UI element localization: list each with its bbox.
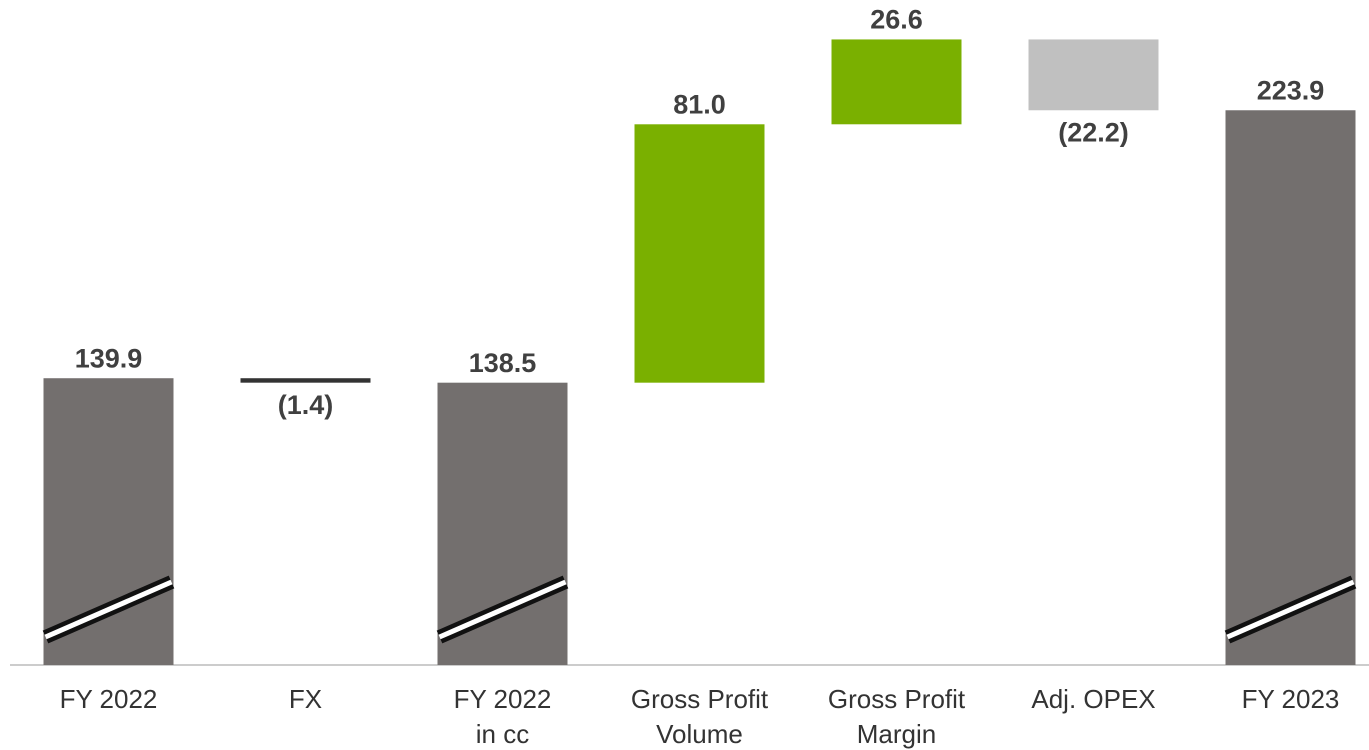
bar [831,39,962,125]
value-label: 138.5 [469,348,537,378]
x-tick-label: FY 2022 [454,684,552,714]
axis-break [438,579,567,640]
x-tick-label: Gross Profit [828,684,966,714]
axis-break [44,579,173,640]
value-label: 223.9 [1257,75,1325,105]
x-tick-label: Gross Profit [631,684,769,714]
value-label: 26.6 [870,5,923,35]
bar [1225,110,1356,665]
x-tick-label: Margin [857,719,936,749]
value-label: (22.2) [1058,117,1129,147]
bar [1028,39,1159,111]
value-label: 139.9 [75,343,143,373]
x-tick-label: FY 2023 [1242,684,1340,714]
x-tick-label: in cc [476,719,529,749]
bar [43,378,174,665]
bar [634,124,765,383]
value-label: 81.0 [673,89,726,119]
x-tick-label: FX [289,684,322,714]
x-tick-label: Adj. OPEX [1031,684,1155,714]
value-label: (1.4) [278,390,334,420]
x-tick-label: Volume [656,719,743,749]
axis-break [1226,579,1355,640]
bar [437,382,568,665]
bar [240,378,371,383]
x-tick-label: FY 2022 [60,684,158,714]
